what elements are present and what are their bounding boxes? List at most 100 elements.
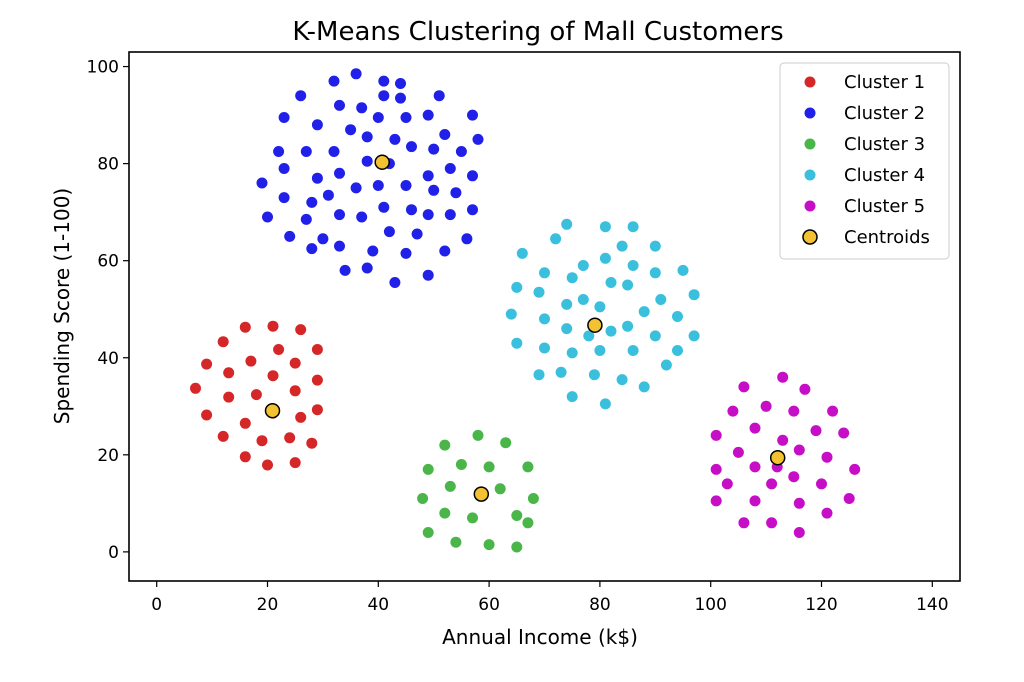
cluster-2-point xyxy=(306,243,318,255)
y-tick-label: 40 xyxy=(97,349,119,369)
cluster-2-point xyxy=(322,189,334,201)
cluster-2-point xyxy=(361,155,373,167)
cluster-4-point xyxy=(566,391,578,403)
cluster-1-point xyxy=(267,320,279,332)
cluster-4-point xyxy=(539,267,550,279)
plot-frame xyxy=(128,51,961,582)
cluster-2-point xyxy=(467,204,478,216)
cluster-5-point xyxy=(749,495,761,507)
cluster-5-point xyxy=(810,425,822,437)
x-tick-label: 0 xyxy=(151,595,162,615)
cluster-4-point xyxy=(511,281,523,293)
cluster-2-point xyxy=(422,269,434,281)
cluster-5-point xyxy=(732,446,744,458)
cluster-4-point xyxy=(649,240,661,252)
cluster-4-point xyxy=(594,345,606,356)
cluster-3-point xyxy=(522,461,534,473)
cluster-2-point xyxy=(439,129,451,140)
cluster-4-point xyxy=(622,279,634,291)
cluster-4-point xyxy=(561,298,573,310)
legend-marker xyxy=(802,229,818,245)
cluster-5-point xyxy=(727,405,739,417)
points-layer xyxy=(190,68,861,553)
cluster-1-point xyxy=(245,355,257,367)
cluster-4-point xyxy=(599,252,611,264)
cluster-3-point xyxy=(439,507,451,519)
cluster-4-point xyxy=(505,308,517,320)
chart-title: K-Means Clustering of Mall Customers xyxy=(292,17,783,47)
cluster-2-point xyxy=(262,211,273,223)
cluster-2-point xyxy=(311,119,323,131)
cluster-1-point xyxy=(284,432,296,444)
cluster-2-point xyxy=(284,230,296,242)
cluster-4-point xyxy=(561,218,573,230)
cluster-3-point xyxy=(522,517,534,529)
cluster-2-point xyxy=(350,182,362,194)
cluster-3-point xyxy=(422,463,434,475)
cluster-1-point xyxy=(306,437,318,449)
cluster-2-point xyxy=(334,99,345,111)
legend: Cluster 1 Cluster 2 Cluster 3 Cluster 4 Clus… xyxy=(779,62,950,260)
x-tick-label: 140 xyxy=(916,595,948,615)
cluster-2-point xyxy=(300,146,312,157)
cluster-3-point xyxy=(422,527,434,538)
cluster-4-point xyxy=(550,233,562,245)
cluster-4-point xyxy=(677,264,689,276)
x-tick-label: 100 xyxy=(694,595,726,615)
cluster-4-point xyxy=(561,323,573,335)
cluster-3-point xyxy=(455,459,467,470)
cluster-4-point xyxy=(588,369,600,381)
cluster-1-point xyxy=(217,336,229,348)
centroid-point xyxy=(473,486,490,502)
cluster-2-point xyxy=(295,90,307,102)
cluster-3-point xyxy=(483,461,495,473)
cluster-5-point xyxy=(788,471,800,483)
cluster-4-point xyxy=(638,381,650,393)
cluster-5-point xyxy=(766,478,778,490)
cluster-1-point xyxy=(223,391,235,403)
cluster-4-point xyxy=(605,325,617,337)
cluster-4-point xyxy=(627,260,639,271)
cluster-2-point xyxy=(400,180,412,191)
cluster-2-point xyxy=(306,196,318,208)
cluster-2-point xyxy=(444,209,456,221)
legend-marker xyxy=(804,200,816,212)
cluster-1-point xyxy=(289,457,301,469)
cluster-4-point xyxy=(622,320,634,332)
y-tick-label: 80 xyxy=(97,155,119,175)
cluster-5-point xyxy=(788,405,800,417)
legend-label: Cluster 2 xyxy=(844,103,925,124)
cluster-1-point xyxy=(217,430,229,442)
y-tick-label: 100 xyxy=(87,58,119,78)
cluster-2-point xyxy=(328,146,340,157)
cluster-4-point xyxy=(599,398,611,410)
cluster-2-point xyxy=(395,92,406,104)
centroid-point xyxy=(264,402,281,419)
cluster-3-point xyxy=(417,493,429,504)
cluster-2-point xyxy=(422,109,434,121)
legend-marker xyxy=(804,138,816,150)
legend-marker xyxy=(804,107,816,119)
cluster-4-point xyxy=(539,342,550,354)
cluster-4-point xyxy=(577,260,589,271)
cluster-4-point xyxy=(555,366,567,378)
cluster-5-point xyxy=(738,517,750,529)
cluster-4-point xyxy=(566,272,578,284)
cluster-1-point xyxy=(295,411,307,423)
x-tick-label: 60 xyxy=(478,595,500,615)
cluster-2-point xyxy=(378,75,390,87)
cluster-5-point xyxy=(793,527,805,538)
cluster-1-point xyxy=(190,382,201,394)
cluster-5-point xyxy=(710,495,722,507)
cluster-1-point xyxy=(311,374,323,386)
x-tick-label: 20 xyxy=(257,595,279,615)
cluster-3-point xyxy=(511,510,523,521)
cluster-4-point xyxy=(511,337,523,349)
y-tick-label: 60 xyxy=(97,252,119,272)
cluster-4-point xyxy=(616,374,628,386)
cluster-1-point xyxy=(239,321,251,333)
cluster-1-point xyxy=(273,344,285,355)
cluster-5-point xyxy=(766,517,778,529)
cluster-1-point xyxy=(267,370,279,382)
